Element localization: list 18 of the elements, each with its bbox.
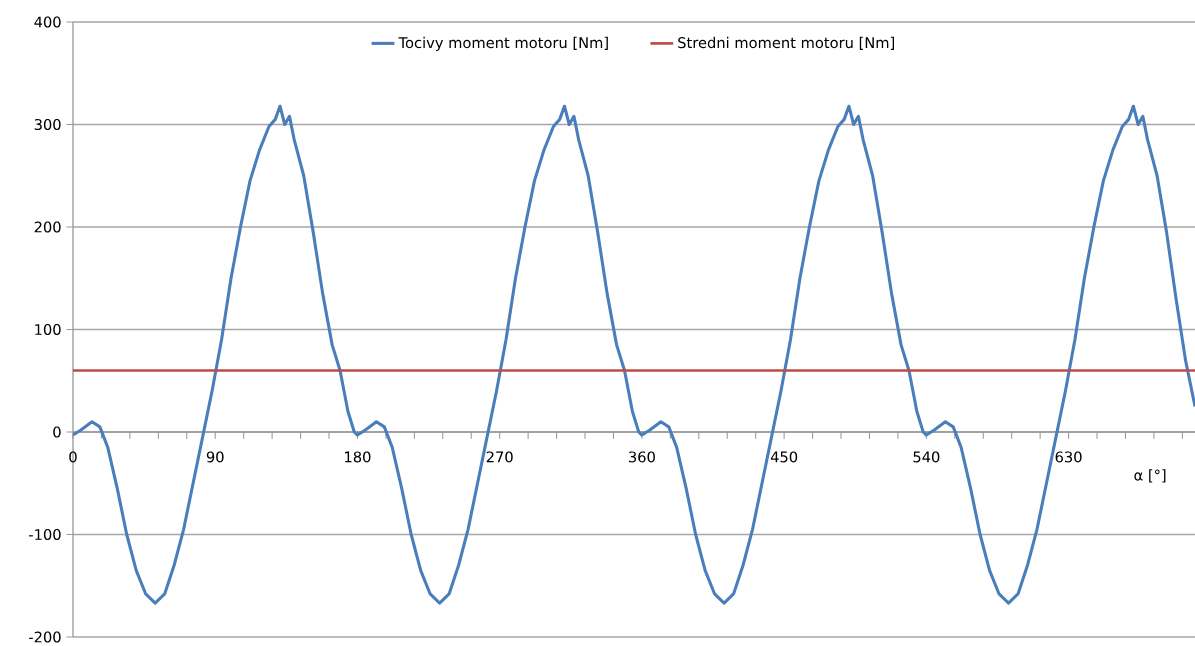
x-axis-title: α [°]	[1134, 469, 1166, 483]
x-tick-label: 630	[1055, 451, 1082, 463]
x-tick-label: 360	[629, 451, 655, 463]
x-tick-label: 450	[770, 451, 798, 463]
y-tick-label: -200	[29, 631, 61, 643]
y-tick-label: -100	[29, 528, 61, 541]
y-tick-label: 200	[34, 221, 61, 233]
x-tick-label: 90	[206, 451, 224, 463]
x-tick-label: 270	[486, 451, 513, 463]
y-tick-label: 100	[35, 323, 61, 336]
legend-label: Tocivy moment motoru [Nm]	[398, 36, 608, 52]
y-tick-label: 300	[34, 118, 61, 131]
x-tick-label: 0	[69, 451, 77, 463]
y-tick-label: 400	[34, 16, 61, 28]
legend-label: Stredni moment motoru [Nm]	[678, 36, 895, 50]
x-tick-label: 540	[913, 451, 940, 463]
y-tick-label: 0	[53, 426, 61, 438]
x-tick-label: 180	[345, 451, 371, 463]
